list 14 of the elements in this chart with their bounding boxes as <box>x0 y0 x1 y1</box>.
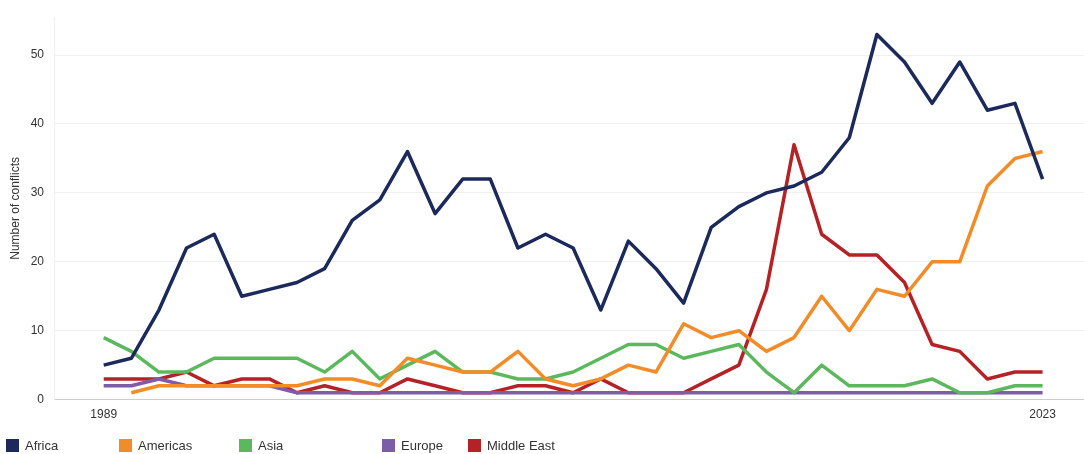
y-tick-label: 20 <box>30 254 45 269</box>
legend-label: Middle East <box>487 438 555 453</box>
legend-label: Americas <box>138 438 193 453</box>
legend-label: Africa <box>25 438 59 453</box>
legend-label: Asia <box>258 438 284 453</box>
x-tick-label: 2023 <box>1029 407 1057 422</box>
y-tick-label: 0 <box>37 391 45 406</box>
x-tick-label: 1989 <box>90 407 118 422</box>
y-tick-label: 50 <box>30 47 45 62</box>
legend-label: Europe <box>401 438 443 453</box>
y-tick-label: 10 <box>30 323 45 338</box>
y-axis-title: Number of conflicts <box>7 157 22 260</box>
y-tick-label: 30 <box>30 185 45 200</box>
y-tick-label: 40 <box>30 116 45 131</box>
